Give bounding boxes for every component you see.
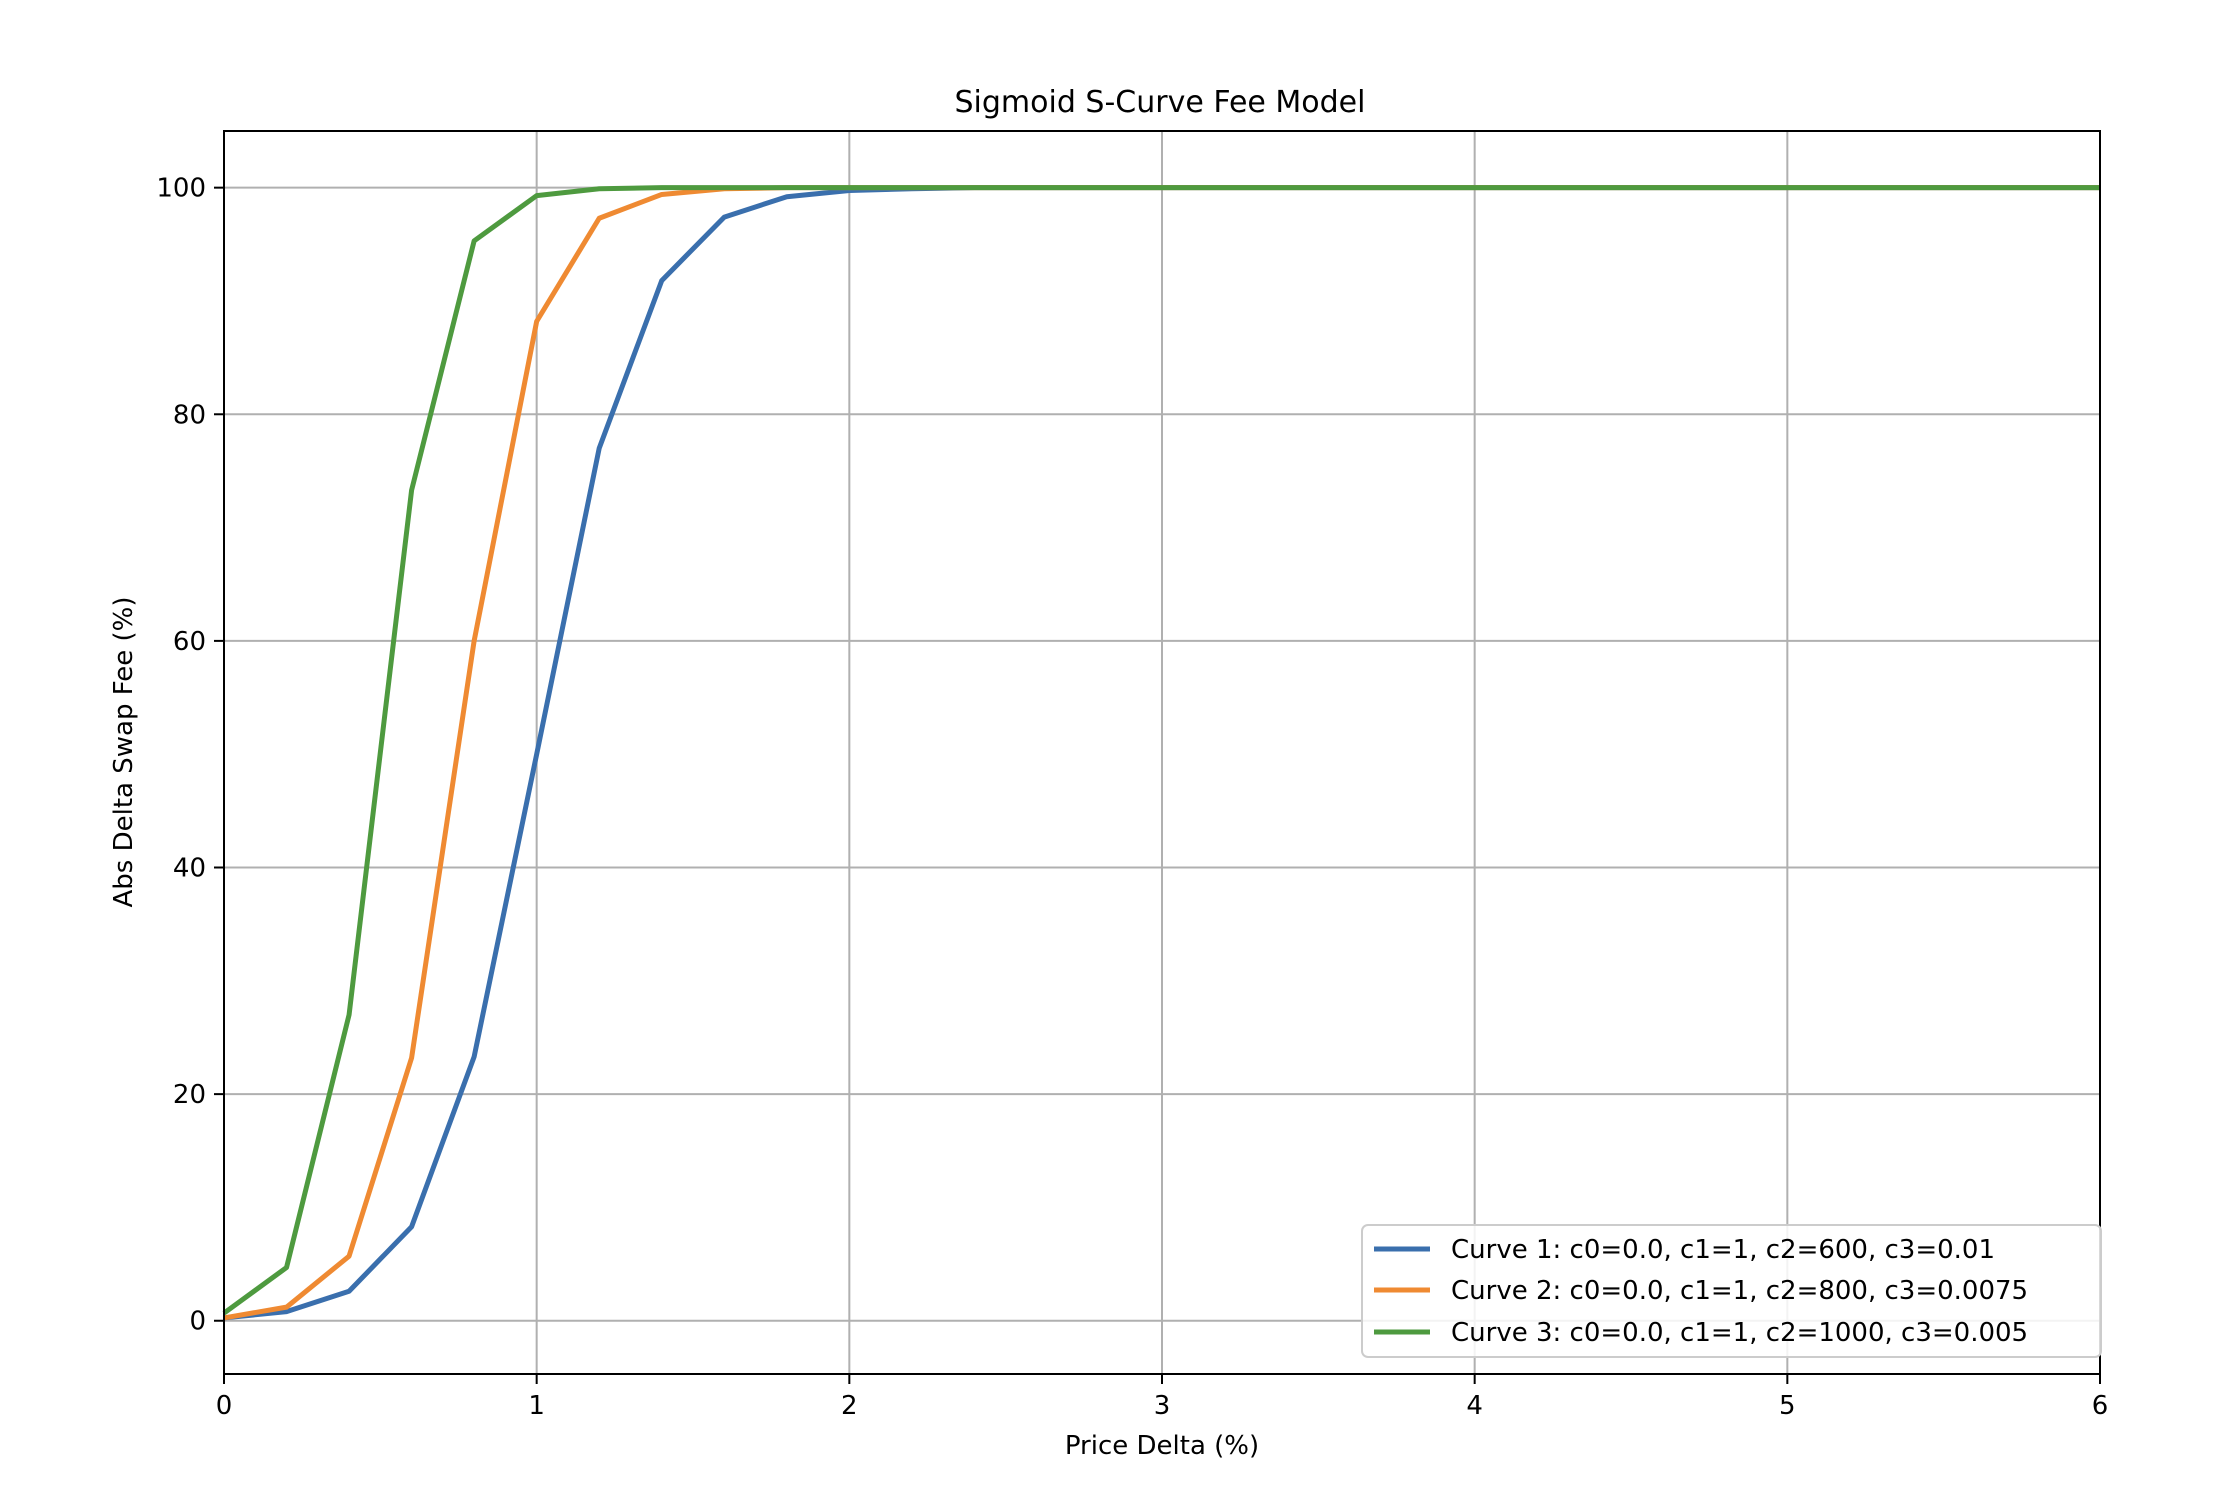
x-tick-label: 5: [1779, 1391, 1796, 1421]
legend-label-curve-1: Curve 1: c0=0.0, c1=1, c2=600, c3=0.01: [1451, 1235, 1995, 1265]
x-tick-label: 6: [2092, 1391, 2109, 1421]
y-axis-label: Abs Delta Swap Fee (%): [109, 597, 139, 908]
series-lines: [222, 185, 2100, 1321]
y-tick-label: 40: [173, 854, 206, 884]
y-tick-label: 60: [173, 627, 206, 657]
y-axis-ticks: 0 20 40 60 80 100: [156, 174, 224, 1337]
y-tick-label: 80: [173, 400, 206, 430]
x-tick-label: 0: [216, 1391, 233, 1421]
x-tick-label: 1: [528, 1391, 545, 1421]
chart-title: Sigmoid S-Curve Fee Model: [955, 85, 1366, 120]
legend-box: [1361, 1224, 2102, 1358]
x-axis-label: Price Delta (%): [1065, 1431, 1259, 1461]
y-tick-label: 0: [189, 1307, 206, 1337]
legend: Curve 1: c0=0.0, c1=1, c2=600, c3=0.01 C…: [1361, 1224, 2102, 1358]
legend-label-curve-3: Curve 3: c0=0.0, c1=1, c2=1000, c3=0.005: [1451, 1318, 2028, 1348]
x-tick-label: 4: [1466, 1391, 1483, 1421]
y-tick-label: 100: [156, 174, 206, 204]
y-tick-label: 20: [173, 1080, 206, 1110]
x-tick-label: 3: [1154, 1391, 1171, 1421]
x-axis-ticks: 0 1 2 3 4 5 6: [216, 1374, 2109, 1421]
series-line-curve-3: [222, 185, 2100, 1316]
legend-label-curve-2: Curve 2: c0=0.0, c1=1, c2=800, c3=0.0075: [1451, 1276, 2028, 1306]
grid-lines: [223, 131, 2101, 1374]
x-tick-label: 2: [841, 1391, 858, 1421]
